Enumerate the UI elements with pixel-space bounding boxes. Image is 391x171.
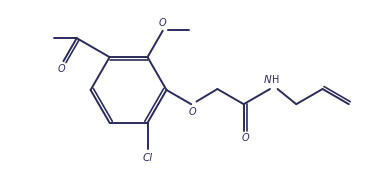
Text: O: O [159, 18, 167, 28]
Text: Cl: Cl [142, 153, 152, 163]
Text: O: O [58, 64, 65, 74]
Text: O: O [241, 133, 249, 143]
Text: H: H [272, 75, 280, 84]
Text: N: N [264, 75, 272, 84]
Text: O: O [188, 107, 196, 117]
